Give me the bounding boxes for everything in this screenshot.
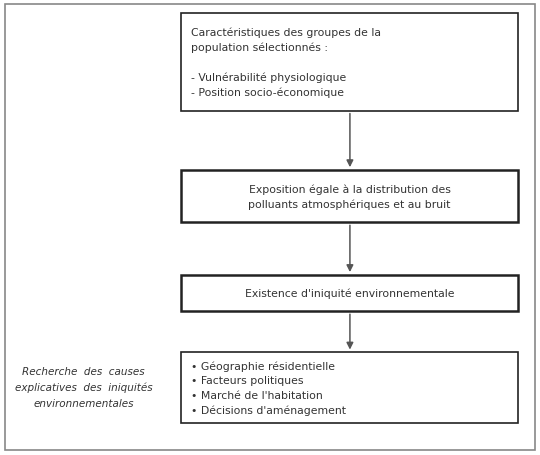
Text: • Géographie résidentielle
• Facteurs politiques
• Marché de l'habitation
• Déci: • Géographie résidentielle • Facteurs po… — [191, 361, 346, 415]
Text: Caractéristiques des groupes de la
population sélectionnés :

- Vulnérabilité ph: Caractéristiques des groupes de la popul… — [191, 27, 381, 98]
Text: Existence d'iniquité environnementale: Existence d'iniquité environnementale — [245, 288, 454, 299]
Text: Exposition égale à la distribution des
polluants atmosphériques et au bruit: Exposition égale à la distribution des p… — [248, 184, 451, 210]
Bar — [181, 353, 518, 423]
Bar — [181, 171, 518, 223]
Text: Recherche  des  causes
explicatives  des  iniquités
environnementales: Recherche des causes explicatives des in… — [15, 366, 152, 408]
Bar — [181, 275, 518, 312]
Bar — [181, 14, 518, 111]
